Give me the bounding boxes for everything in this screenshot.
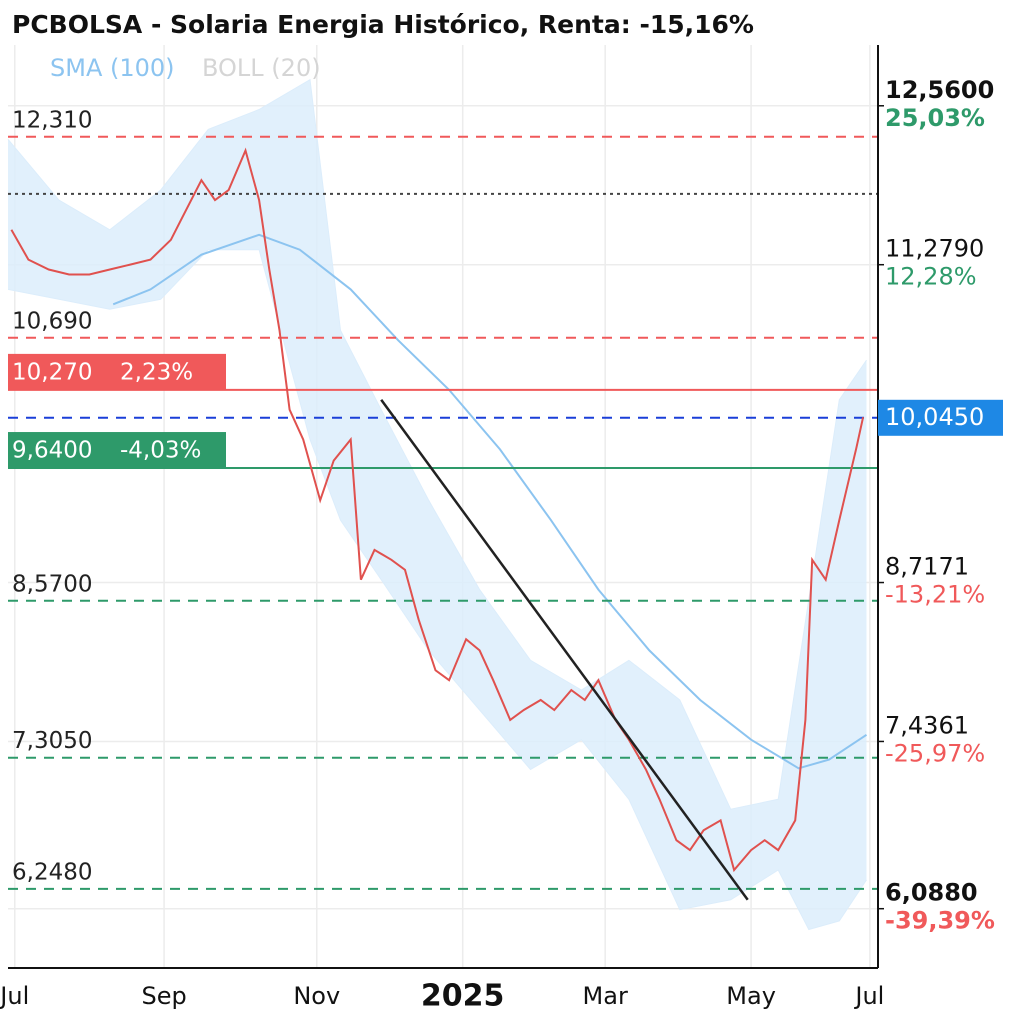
y-tick-label: 11,2790 <box>885 235 984 263</box>
y-tick-change: 25,03% <box>885 104 985 132</box>
y-tick-change: -25,97% <box>885 739 985 767</box>
y-tick-label: 7,4361 <box>885 711 969 739</box>
current-price-box <box>878 399 1003 436</box>
current-price-label: 10,0450 <box>885 403 984 431</box>
level-label: 10,270 <box>12 359 92 385</box>
x-tick-label: Nov <box>293 982 340 1010</box>
y-tick-label: 12,5600 <box>885 76 994 104</box>
price-line <box>10 147 865 873</box>
y-tick-label: 6,0880 <box>885 879 978 907</box>
x-tick-label: 2025 <box>421 979 505 1014</box>
boll-upper <box>7 78 867 810</box>
y-tick-label: 8,7171 <box>885 553 969 581</box>
level-change: 2,23% <box>120 359 193 385</box>
plot-area <box>7 45 878 968</box>
trend-line <box>380 399 749 901</box>
level-label: 12,310 <box>12 107 92 133</box>
level-change: -4,03% <box>120 438 201 464</box>
y-tick-change: 12,28% <box>885 263 977 291</box>
level-label-box <box>8 432 226 469</box>
sma-line <box>112 233 868 770</box>
chart-title: PCBOLSA - Solaria Energia Histórico, Ren… <box>12 10 754 39</box>
level-label-box <box>8 353 226 390</box>
x-tick-label: Mar <box>583 982 628 1010</box>
legend-sma: SMA (100) <box>50 54 175 82</box>
legend-boll: BOLL (20) <box>202 54 321 82</box>
x-tick-label: Jul <box>0 982 29 1010</box>
level-label: 9,6400 <box>12 438 92 464</box>
boll-lower <box>7 249 867 931</box>
boll-band <box>8 79 867 930</box>
title-bg <box>8 8 878 44</box>
y-tick-change: -39,39% <box>885 907 995 935</box>
x-tick-label: Jul <box>853 982 884 1010</box>
x-tick-label: Sep <box>141 982 186 1010</box>
x-tick-label: May <box>726 982 776 1010</box>
level-label: 8,5700 <box>12 571 92 597</box>
level-label: 10,690 <box>12 308 92 334</box>
level-label: 6,2480 <box>12 859 92 885</box>
y-tick-change: -13,21% <box>885 581 985 609</box>
level-label: 7,3050 <box>12 728 92 754</box>
